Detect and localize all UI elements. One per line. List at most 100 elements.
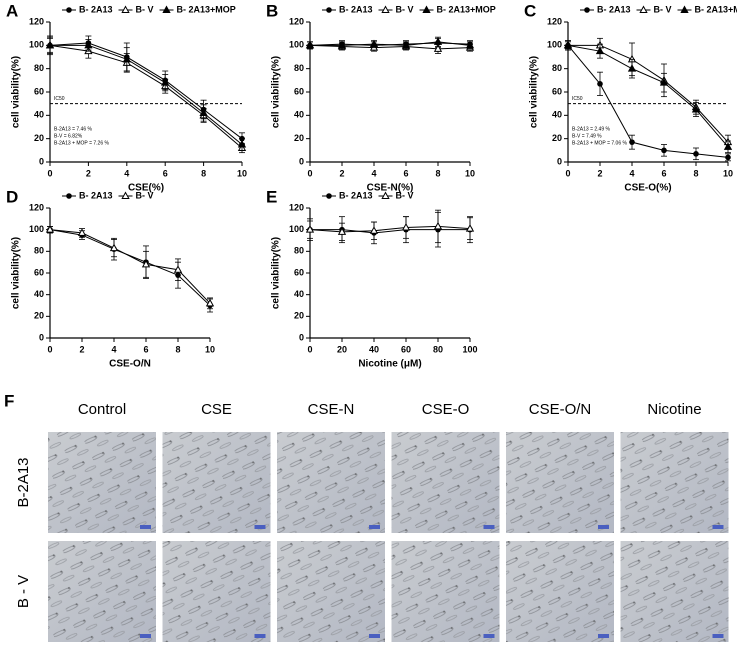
marker [381, 191, 390, 199]
x-axis-label: CSE(%) [128, 183, 164, 194]
series-line [49, 42, 243, 140]
y-tick-label: 20 [294, 311, 304, 321]
x-tick-label: 60 [401, 344, 411, 354]
legend-label: B- 2A13 [79, 4, 113, 14]
x-tick-label: 6 [403, 168, 408, 178]
series-line [567, 45, 729, 158]
panel-label: D [6, 187, 18, 206]
marker [45, 225, 55, 233]
y-tick-label: 60 [34, 267, 44, 277]
annotation: B-2A13 = 2.49 % [572, 126, 610, 132]
marker [627, 64, 637, 72]
marker [563, 40, 573, 49]
column-label: CSE-O [422, 401, 470, 418]
y-tick-label: 60 [294, 86, 304, 96]
marker [305, 40, 315, 49]
panel-label: C [524, 1, 536, 20]
micrograph-cells [391, 432, 500, 533]
x-tick-label: 2 [79, 344, 84, 354]
annotation: B-V = 6.82% [54, 133, 83, 139]
marker [161, 78, 170, 86]
legend-label: B- V [654, 4, 672, 14]
series-line [310, 41, 471, 46]
column-label: Nicotine [647, 401, 701, 418]
panel-label: A [6, 1, 18, 20]
x-tick-label: 20 [337, 344, 347, 354]
marker [691, 104, 701, 113]
marker [77, 228, 87, 236]
series-line [568, 44, 729, 143]
annotation: B-2A13 = 7.46 % [54, 126, 92, 132]
annotation: B-2A13 + MOP = 7.26 % [54, 140, 109, 146]
marker [326, 7, 332, 13]
x-tick-label: 10 [237, 168, 247, 178]
scale-bar [483, 525, 495, 529]
y-axis-label: cell viability(%) [271, 56, 282, 128]
marker [305, 225, 315, 233]
marker [680, 5, 689, 13]
y-tick-label: 20 [34, 311, 44, 321]
scale-bar [369, 525, 380, 529]
x-tick-label: 10 [205, 344, 215, 354]
x-axis-label: CSE-O(%) [624, 183, 671, 194]
legend-label: B- 2A13+MOP [177, 4, 236, 14]
x-tick-label: 6 [661, 168, 666, 178]
x-tick-label: 8 [693, 168, 698, 178]
y-tick-label: 120 [289, 202, 304, 212]
marker [121, 5, 130, 13]
legend-label: B- 2A13 [597, 4, 631, 14]
column-label: CSE-O/N [529, 401, 592, 418]
x-tick-label: 6 [143, 344, 148, 354]
micrograph-cells [162, 432, 271, 533]
x-tick-label: 0 [47, 168, 52, 178]
scale-bar [140, 634, 151, 638]
x-tick-label: 6 [163, 168, 168, 178]
x-tick-label: 40 [369, 344, 379, 354]
y-tick-label: 60 [552, 86, 562, 96]
y-tick-label: 120 [29, 16, 44, 26]
marker [141, 259, 151, 268]
annotation: IC50 [54, 96, 65, 102]
series-line [309, 225, 471, 233]
legend-label: B- 2A13+MOP [437, 4, 496, 14]
panel-label: E [266, 187, 277, 206]
micrograph-cells [48, 541, 156, 642]
x-tick-label: 4 [629, 168, 634, 178]
micrograph-cells [506, 541, 614, 642]
marker [639, 5, 648, 13]
micrograph-cells [277, 541, 385, 642]
x-tick-label: 8 [201, 168, 206, 178]
x-tick-label: 4 [124, 168, 129, 178]
x-tick-label: 10 [465, 168, 475, 178]
legend-label: B- V [396, 190, 414, 200]
x-tick-label: 2 [339, 168, 344, 178]
marker [381, 5, 390, 13]
y-tick-label: 40 [34, 110, 44, 120]
marker [84, 40, 93, 49]
x-tick-label: 2 [86, 168, 91, 178]
y-tick-label: 100 [29, 224, 44, 234]
micrograph-cells [162, 541, 271, 642]
marker [337, 227, 347, 235]
annotation: B-2A13 + MOP = 7.06 % [572, 140, 627, 146]
y-tick-label: 20 [294, 133, 304, 143]
x-tick-label: 8 [175, 344, 180, 354]
y-tick-label: 80 [294, 63, 304, 73]
marker [659, 78, 669, 86]
series-line [49, 44, 243, 149]
marker [199, 108, 208, 116]
y-tick-label: 0 [557, 156, 562, 166]
x-tick-label: 2 [597, 168, 602, 178]
y-axis-label: cell viability(%) [271, 237, 282, 309]
column-label: Control [78, 401, 126, 418]
y-tick-label: 40 [34, 289, 44, 299]
y-tick-label: 40 [552, 110, 562, 120]
panel-label: F [4, 391, 14, 410]
marker [433, 221, 443, 230]
marker [723, 142, 733, 150]
micrograph-cells [391, 541, 500, 642]
y-tick-label: 20 [34, 133, 44, 143]
scale-bar [712, 634, 724, 638]
marker [326, 193, 332, 199]
